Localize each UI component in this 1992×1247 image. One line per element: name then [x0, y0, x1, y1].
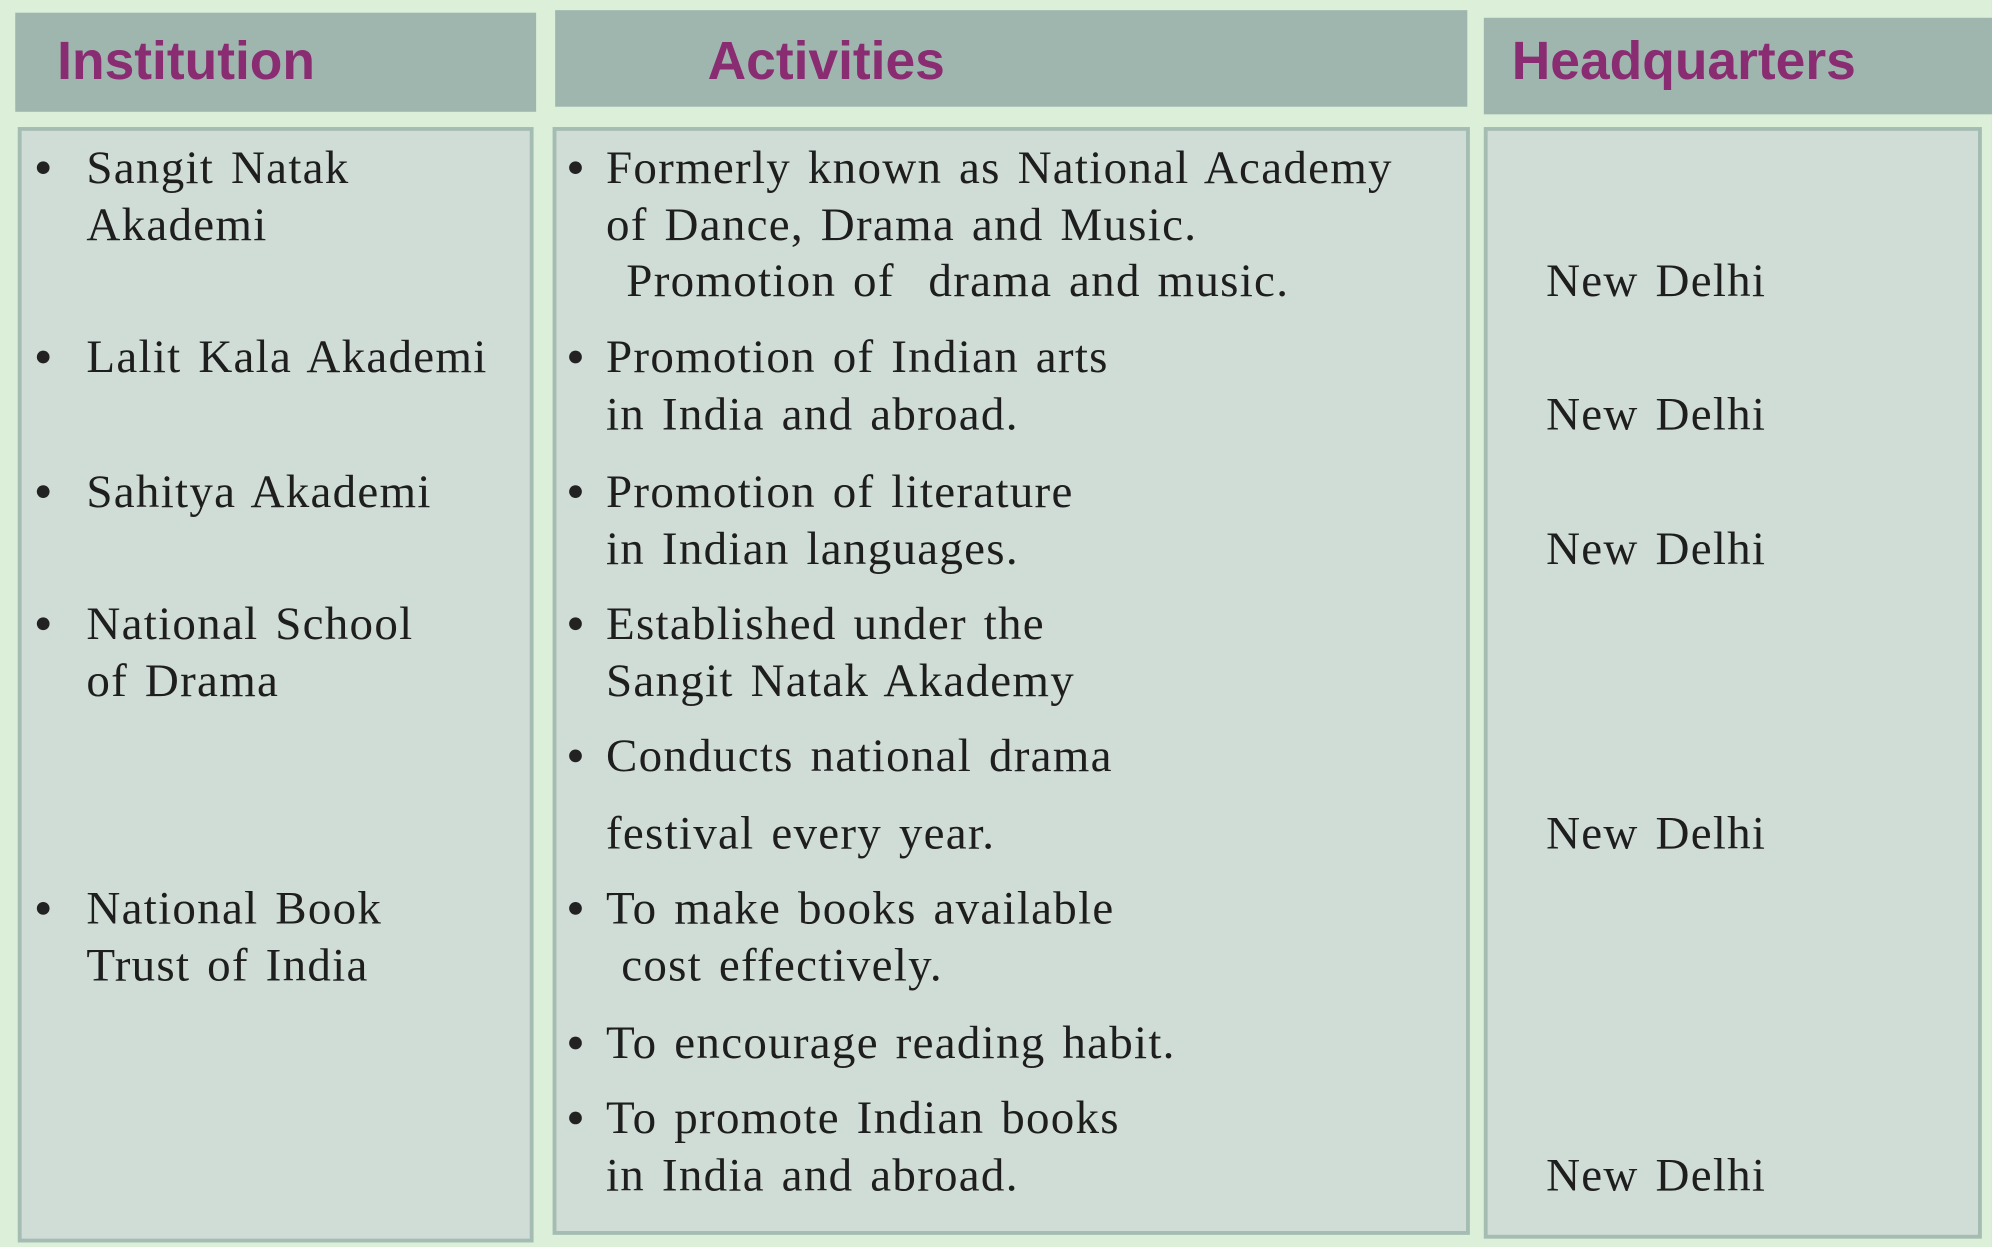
bullet: [569, 1111, 582, 1125]
activity-text: in India and abroad.: [605, 388, 1019, 441]
header-cell: [555, 10, 1468, 107]
activity-text: Promotion of Indian arts: [605, 331, 1109, 384]
institution-text: Sahitya Akademi: [86, 466, 432, 519]
activity-text: in Indian languages.: [605, 523, 1019, 576]
bullet: [36, 350, 50, 364]
bullet: [569, 161, 582, 175]
activity-text: Promotion of drama and music.: [626, 255, 1290, 308]
institution-text: Lalit Kala Akademi: [86, 331, 488, 384]
bullet: [36, 901, 50, 915]
institution-text: Trust of India: [86, 940, 369, 993]
institution-text: of Drama: [86, 655, 280, 708]
header-title: Institution: [57, 30, 315, 91]
header-title: Activities: [707, 30, 945, 91]
activity-text: festival every year.: [605, 807, 996, 861]
activity-text: To make books available: [605, 882, 1115, 936]
bullet: [36, 617, 50, 631]
bullet: [36, 161, 50, 175]
headquarters-text: New Delhi: [1546, 388, 1767, 441]
activity-text: Established under the: [605, 598, 1045, 651]
column-panel: [552, 127, 1470, 1235]
institution-text: National School: [86, 598, 414, 651]
institution-text: Sangit Natak: [86, 142, 350, 195]
activity-text: Sangit Natak Akademy: [605, 655, 1076, 708]
bullet: [569, 350, 582, 364]
bullet: [569, 1036, 582, 1050]
activity-text: in India and abroad.: [605, 1149, 1019, 1202]
headquarters-text: New Delhi: [1546, 255, 1767, 308]
institution-text: National Book: [86, 882, 383, 936]
activity-text: Promotion of literature: [605, 466, 1074, 519]
activity-text: To promote Indian books: [605, 1092, 1120, 1145]
activity-text: of Dance, Drama and Music.: [605, 199, 1198, 252]
activity-text: To encourage reading habit.: [605, 1017, 1176, 1070]
bullet: [569, 617, 582, 631]
headquarters-text: New Delhi: [1546, 523, 1767, 576]
bullet: [36, 485, 50, 498]
headquarters-text: New Delhi: [1546, 807, 1767, 861]
column-panel: [17, 127, 534, 1243]
activity-text: Formerly known as National Academy: [605, 142, 1393, 195]
column-panel: [1483, 127, 1982, 1239]
header-title: Headquarters: [1511, 30, 1856, 91]
institution-text: Akademi: [86, 199, 268, 252]
activity-text: Conducts national drama: [605, 730, 1113, 783]
activity-text: cost effectively.: [621, 940, 943, 993]
bullet: [569, 901, 582, 915]
header-cell: [15, 12, 537, 112]
bullet: [569, 485, 582, 498]
bullet: [569, 749, 582, 763]
headquarters-text: New Delhi: [1546, 1149, 1767, 1202]
header-cell: [1483, 17, 1992, 115]
